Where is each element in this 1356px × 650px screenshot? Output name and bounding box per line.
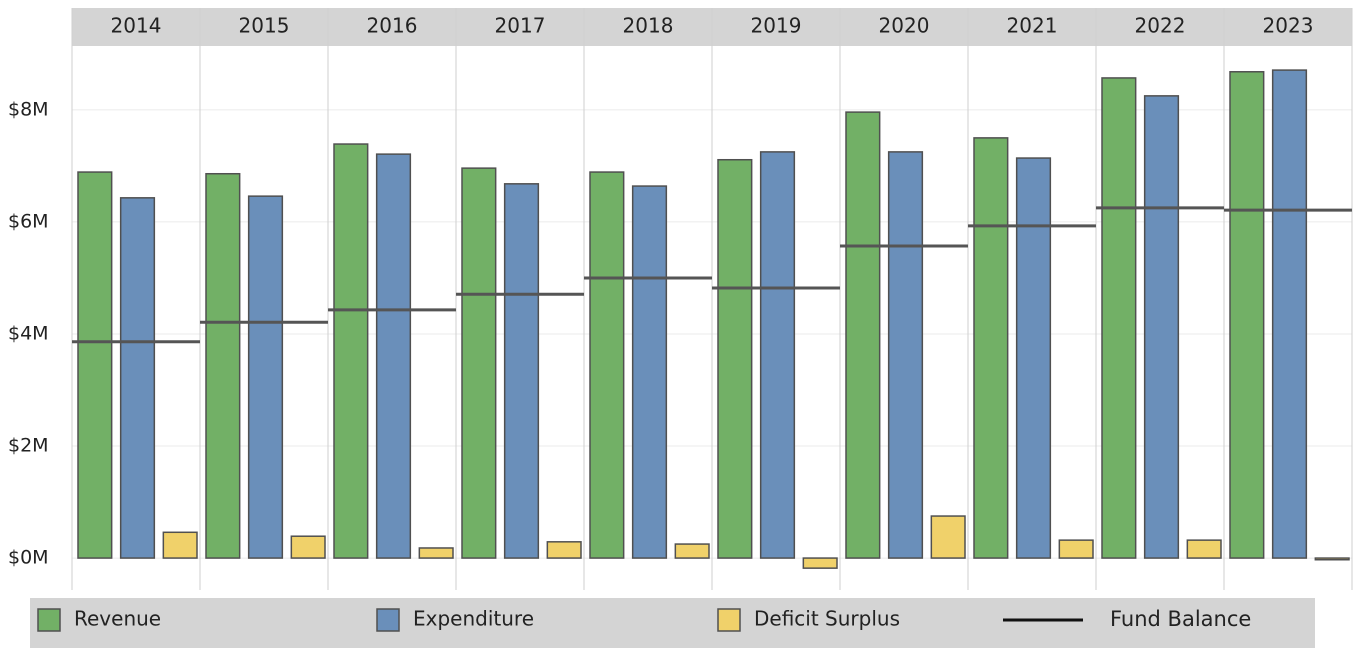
y-tick-label: $6M <box>8 210 49 232</box>
bar <box>759 151 796 559</box>
bar <box>930 515 966 559</box>
bar <box>77 171 113 559</box>
year-header: 2018 <box>623 14 674 38</box>
year-header: 2022 <box>1135 14 1186 38</box>
bar <box>1143 95 1180 559</box>
bar <box>973 137 1009 559</box>
bar <box>162 531 198 559</box>
year-header: 2017 <box>495 14 546 38</box>
bar <box>1314 557 1350 561</box>
y-tick-label: $8M <box>8 98 49 120</box>
year-header: 2014 <box>111 14 162 38</box>
legend-label: Revenue <box>74 607 161 631</box>
bar <box>1229 71 1265 559</box>
year-header: 2016 <box>367 14 418 38</box>
bar <box>461 167 497 559</box>
bar <box>1271 69 1308 559</box>
legend-label: Deficit Surplus <box>754 607 900 631</box>
bar <box>1186 539 1222 559</box>
bar <box>119 197 156 559</box>
legend-swatch <box>717 608 741 632</box>
year-header: 2023 <box>1263 14 1314 38</box>
y-tick-label: $0M <box>8 547 49 569</box>
bar <box>333 143 369 559</box>
year-header: 2015 <box>239 14 290 38</box>
legend-label: Expenditure <box>413 607 534 631</box>
bar <box>1015 157 1052 559</box>
y-tick-label: $2M <box>8 435 49 457</box>
bar <box>589 171 625 559</box>
legend-swatch <box>37 608 61 632</box>
bar <box>674 543 710 559</box>
bar <box>418 547 454 559</box>
bar <box>1101 77 1137 559</box>
bar <box>717 158 753 559</box>
bar <box>247 195 284 559</box>
year-header: 2020 <box>879 14 930 38</box>
bar <box>845 111 881 559</box>
y-tick-label: $4M <box>8 322 49 344</box>
bar <box>290 535 326 559</box>
year-header: 2021 <box>1007 14 1058 38</box>
bar <box>375 153 412 559</box>
bar <box>631 185 668 559</box>
bar <box>546 541 582 559</box>
legend-swatch <box>376 608 400 632</box>
bar <box>887 151 924 559</box>
legend-box <box>30 598 1315 648</box>
bar <box>802 557 838 569</box>
bar <box>1058 539 1094 559</box>
legend-label: Fund Balance <box>1110 607 1251 631</box>
year-header: 2019 <box>751 14 802 38</box>
bar <box>503 183 540 559</box>
bar <box>205 172 241 559</box>
